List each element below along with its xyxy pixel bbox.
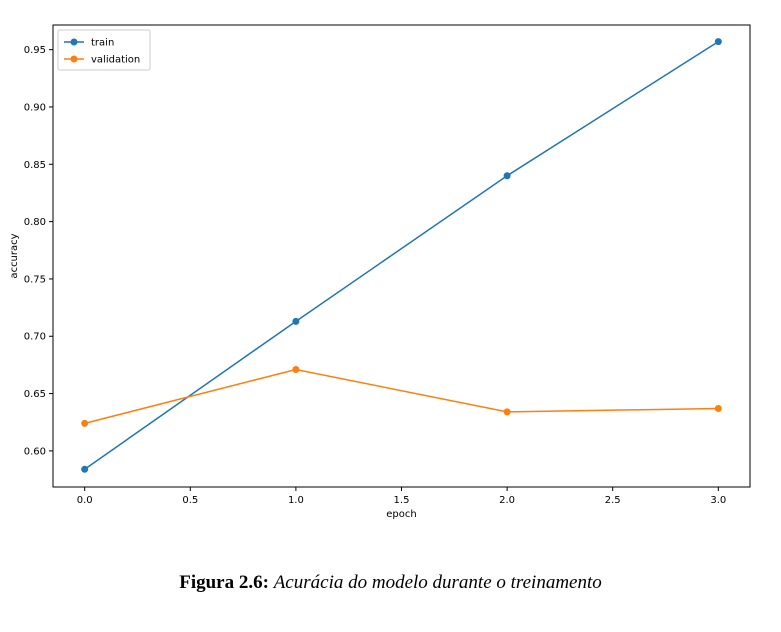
x-tick-label: 0.5 <box>182 495 198 506</box>
y-tick-label: 0.60 <box>24 446 46 457</box>
y-tick-label: 0.65 <box>24 389 46 400</box>
x-tick-label: 0.0 <box>77 495 93 506</box>
y-tick-label: 0.70 <box>24 332 46 343</box>
x-tick-label: 2.0 <box>499 495 515 506</box>
y-tick-label: 0.80 <box>24 217 46 228</box>
x-tick-label: 3.0 <box>710 495 726 506</box>
series-layer <box>81 38 722 473</box>
legend-box <box>57 29 151 71</box>
data-point-train <box>81 465 89 473</box>
y-axis-ticks: 0.60 0.65 0.70 0.75 0.80 0.85 0.90 0.95 <box>24 45 53 457</box>
y-tick-label: 0.95 <box>24 45 46 56</box>
data-point-validation <box>503 408 511 416</box>
x-tick-label: 1.0 <box>288 495 304 506</box>
legend-label-train: train <box>91 38 114 49</box>
figure-caption: Figura 2.6: Acurácia do modelo durante o… <box>0 572 781 594</box>
x-axis-label: epoch <box>386 509 416 520</box>
x-tick-label: 2.5 <box>605 495 621 506</box>
legend-marker-train <box>70 38 78 46</box>
data-point-validation <box>81 419 89 427</box>
y-axis-label: accuracy <box>9 233 20 278</box>
y-tick-label: 0.75 <box>24 274 46 285</box>
series-line-train <box>84 40 719 470</box>
data-point-train <box>292 317 300 325</box>
legend-label-validation: validation <box>91 55 140 66</box>
x-tick-label: 1.5 <box>394 495 410 506</box>
y-tick-label: 0.85 <box>24 160 46 171</box>
accuracy-chart: 0.0 0.5 1.0 1.5 2.0 2.5 3.0 0.600.650.700.750.… <box>9 24 751 520</box>
caption-text: Acurácia do modelo durante o treinamento <box>273 572 602 593</box>
data-point-validation <box>292 365 300 373</box>
y-tick-label: 0.90 <box>24 102 46 113</box>
legend: train validation <box>57 29 151 71</box>
legend-marker-validation <box>70 55 78 63</box>
caption-label: Figura 2.6: <box>179 572 269 593</box>
data-point-train <box>503 172 511 180</box>
data-point-train <box>714 38 722 46</box>
series-line-validation <box>84 368 719 425</box>
x-axis-ticks: 0.0 0.5 1.0 1.5 2.0 2.5 3.0 <box>77 487 726 506</box>
data-point-validation <box>714 404 722 412</box>
